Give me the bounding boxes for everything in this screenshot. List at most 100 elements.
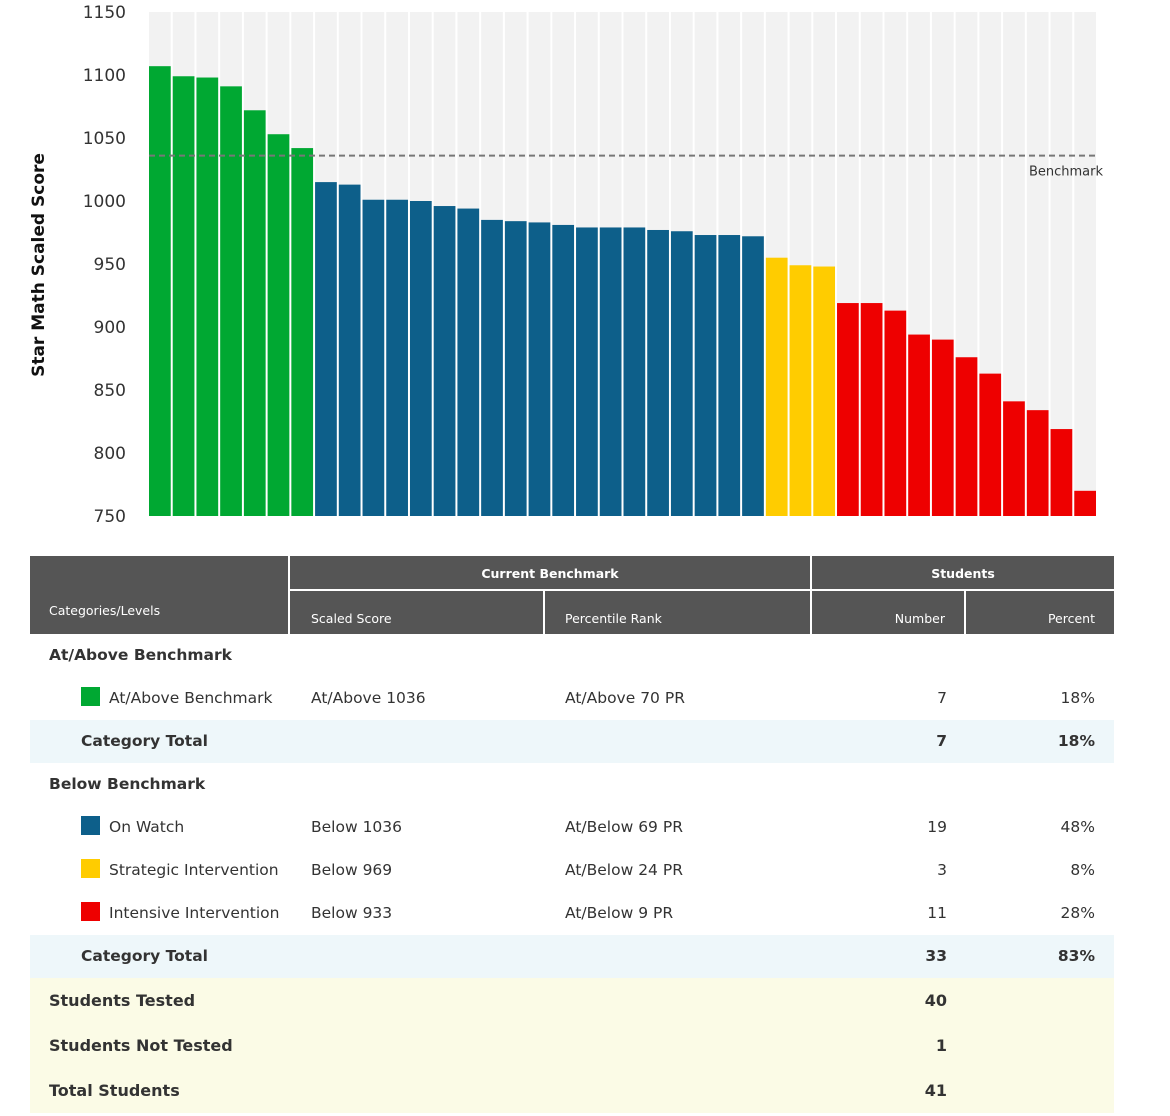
level-name: On Watch bbox=[109, 818, 185, 836]
category-title: At/Above Benchmark bbox=[49, 646, 232, 664]
y-tick-label: 900 bbox=[94, 318, 126, 338]
summary-label: Students Tested bbox=[49, 991, 196, 1010]
bar bbox=[908, 334, 930, 516]
bar bbox=[504, 221, 527, 516]
header-students: Students bbox=[812, 556, 1114, 591]
table-row: Intensive Intervention Below 933 At/Belo… bbox=[30, 892, 1114, 935]
summary-row: Total Students 41 bbox=[30, 1068, 1114, 1113]
bar bbox=[386, 199, 408, 517]
bar bbox=[409, 201, 432, 516]
number-cell: 7 bbox=[937, 689, 947, 707]
bar bbox=[837, 303, 859, 516]
bar bbox=[433, 206, 456, 517]
level-name: Strategic Intervention bbox=[109, 861, 279, 879]
bar bbox=[362, 199, 385, 517]
percentile-rank-cell: At/Below 9 PR bbox=[565, 904, 674, 922]
bar bbox=[860, 303, 883, 516]
total-number: 7 bbox=[936, 732, 947, 750]
percent-cell: 28% bbox=[1060, 904, 1095, 922]
number-cell: 3 bbox=[937, 861, 947, 879]
category-total-row: Category Total 33 83% bbox=[30, 935, 1114, 978]
bar bbox=[528, 222, 551, 517]
bar bbox=[172, 76, 195, 516]
bar bbox=[647, 229, 669, 517]
bar bbox=[457, 208, 480, 516]
header-scaled-score: Scaled Score bbox=[290, 591, 545, 634]
bar bbox=[599, 227, 622, 516]
category-title: Below Benchmark bbox=[49, 775, 206, 793]
scaled-score-cell: At/Above 1036 bbox=[311, 689, 426, 707]
bar bbox=[220, 86, 242, 516]
benchmark-table: Categories/Levels Current Benchmark Stud… bbox=[30, 556, 1114, 1113]
bar bbox=[979, 373, 1002, 516]
scaled-score-cell: Below 933 bbox=[311, 904, 393, 922]
y-tick-label: 850 bbox=[94, 381, 126, 401]
bar bbox=[884, 310, 907, 516]
summary-row: Students Tested 40 bbox=[30, 978, 1114, 1023]
level-label: On Watch bbox=[81, 806, 184, 849]
category-row: At/Above Benchmark bbox=[30, 634, 1114, 677]
bar bbox=[576, 227, 598, 516]
y-tick-label: 800 bbox=[94, 444, 126, 464]
total-label: Category Total bbox=[81, 732, 208, 750]
bar bbox=[338, 184, 361, 516]
summary-label: Students Not Tested bbox=[49, 1036, 233, 1055]
bar bbox=[765, 257, 788, 516]
summary-number: 40 bbox=[924, 991, 947, 1010]
bar-background bbox=[1050, 12, 1073, 516]
bar bbox=[670, 231, 693, 517]
percentile-rank-cell: At/Above 70 PR bbox=[565, 689, 685, 707]
intensive-swatch bbox=[81, 902, 100, 921]
bar-background bbox=[1074, 12, 1096, 516]
summary-row: Students Not Tested 1 bbox=[30, 1023, 1114, 1068]
header-percentile-rank: Percentile Rank bbox=[545, 591, 812, 634]
bar-background bbox=[1026, 12, 1049, 516]
table-row: Strategic Intervention Below 969 At/Belo… bbox=[30, 849, 1114, 892]
score-chart: Star Math Scaled Score 750 800 850 900 950 10… bbox=[0, 0, 1170, 545]
category-total-row: Category Total 7 18% bbox=[30, 720, 1114, 763]
bar-background bbox=[1003, 12, 1025, 516]
y-tick-label: 1150 bbox=[83, 3, 126, 23]
level-label: Intensive Intervention bbox=[81, 892, 279, 935]
summary-label: Total Students bbox=[49, 1081, 180, 1100]
bar bbox=[789, 265, 812, 516]
percent-cell: 18% bbox=[1060, 689, 1095, 707]
header-categories-cell: Categories/Levels bbox=[30, 556, 290, 634]
summary-number: 41 bbox=[924, 1081, 947, 1100]
y-tick-label: 1050 bbox=[83, 129, 126, 149]
bar bbox=[1026, 410, 1049, 516]
bar bbox=[1074, 490, 1096, 516]
bar bbox=[315, 182, 337, 516]
number-cell: 11 bbox=[927, 904, 947, 922]
percentile-rank-cell: At/Below 69 PR bbox=[565, 818, 683, 836]
scaled-score-cell: Below 1036 bbox=[311, 818, 403, 836]
bar bbox=[623, 227, 646, 516]
bar bbox=[481, 219, 503, 516]
bar bbox=[552, 224, 575, 516]
level-label: At/Above Benchmark bbox=[81, 677, 272, 720]
bar bbox=[267, 134, 290, 516]
level-name: At/Above Benchmark bbox=[109, 689, 273, 707]
summary-number: 1 bbox=[935, 1036, 947, 1055]
table-row: On Watch Below 1036 At/Below 69 PR 19 48… bbox=[30, 806, 1114, 849]
y-tick-label: 950 bbox=[94, 255, 126, 275]
level-label: Strategic Intervention bbox=[81, 849, 279, 892]
header-current-benchmark: Current Benchmark bbox=[290, 556, 812, 591]
on-watch-swatch bbox=[81, 816, 100, 835]
strategic-swatch bbox=[81, 859, 100, 878]
total-label: Category Total bbox=[81, 947, 208, 965]
bar bbox=[742, 236, 764, 516]
bar bbox=[813, 266, 836, 516]
y-tick-label: 1100 bbox=[83, 66, 126, 86]
table-row: At/Above Benchmark At/Above 1036 At/Abov… bbox=[30, 677, 1114, 720]
bar bbox=[1003, 401, 1025, 516]
table-header: Categories/Levels Current Benchmark Stud… bbox=[30, 556, 1114, 634]
total-percent: 18% bbox=[1057, 732, 1095, 750]
percent-cell: 8% bbox=[1070, 861, 1095, 879]
scaled-score-cell: Below 969 bbox=[311, 861, 393, 879]
total-percent: 83% bbox=[1057, 947, 1095, 965]
percentile-rank-cell: At/Below 24 PR bbox=[565, 861, 683, 879]
bar bbox=[196, 77, 219, 517]
at-above-swatch bbox=[81, 687, 100, 706]
header-categories: Categories/Levels bbox=[49, 603, 161, 618]
